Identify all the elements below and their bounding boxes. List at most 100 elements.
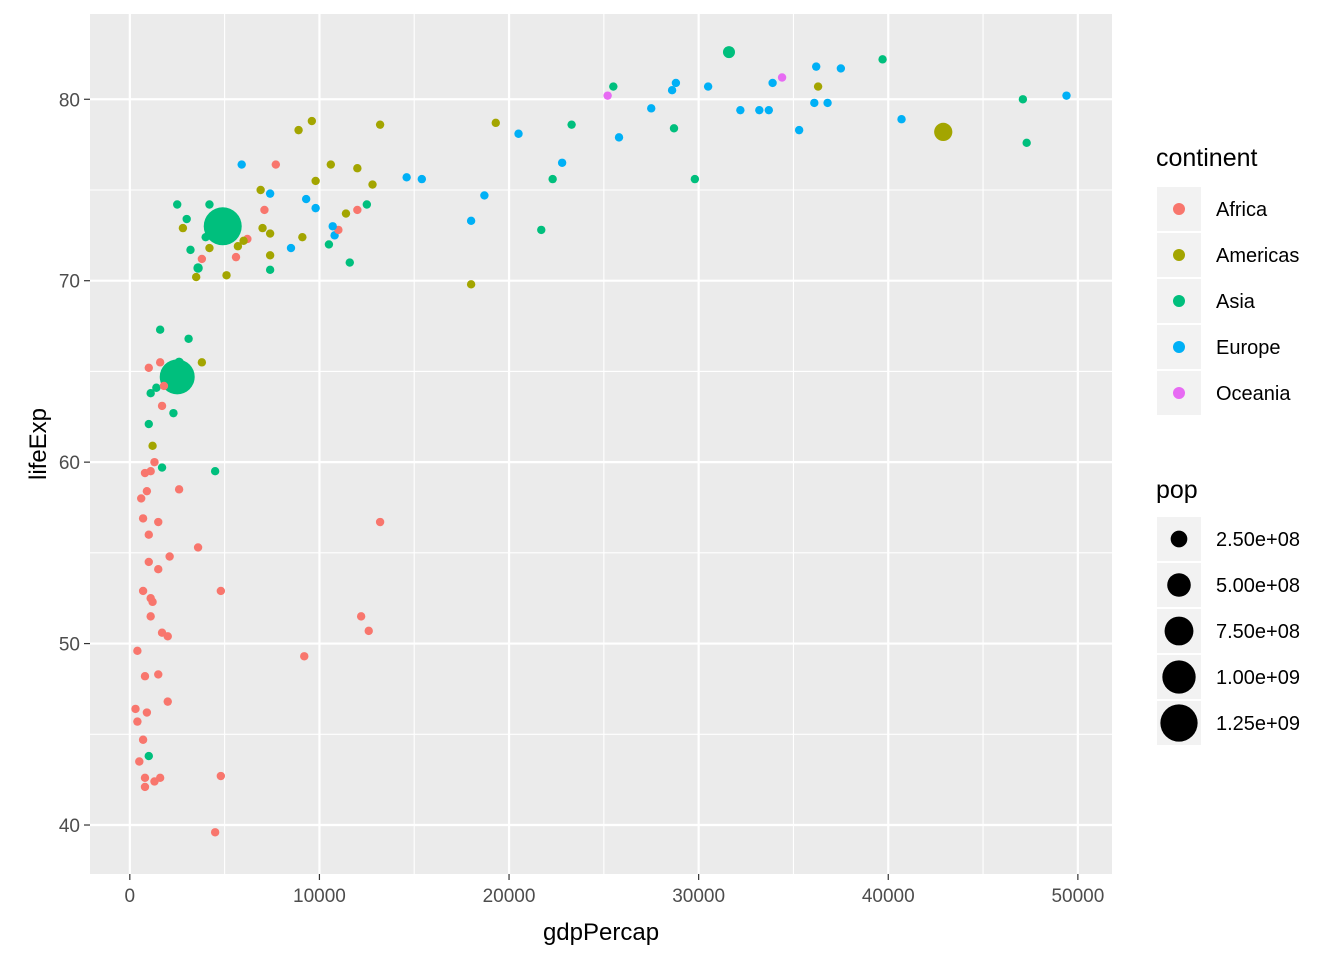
panel-background: [90, 14, 1112, 874]
data-point-asia: [669, 124, 679, 133]
legend-label-asia: Asia: [1216, 291, 1256, 313]
data-point-americas: [222, 271, 231, 280]
data-point-africa: [154, 517, 163, 527]
data-point-africa: [231, 252, 241, 262]
data-point-africa: [197, 254, 207, 264]
data-point-africa: [138, 735, 148, 744]
data-point-africa: [356, 612, 366, 621]
data-point-asia: [362, 200, 372, 209]
data-point-asia: [193, 263, 203, 273]
data-point-americas: [307, 116, 317, 126]
data-point-europe: [417, 174, 427, 184]
data-point-americas: [197, 358, 207, 367]
data-point-americas: [298, 232, 307, 242]
data-point-americas: [178, 223, 188, 233]
data-point-africa: [364, 626, 373, 636]
y-tick-label: 50: [59, 635, 80, 656]
data-point-africa: [353, 205, 362, 215]
data-point-africa: [165, 552, 174, 561]
data-point-americas: [191, 272, 201, 282]
x-tick-label: 40000: [862, 886, 915, 907]
y-tick-label: 60: [59, 453, 80, 474]
y-tick-label: 40: [59, 816, 80, 837]
data-point-africa: [146, 594, 155, 603]
data-point-europe: [328, 222, 337, 231]
data-point-asia: [609, 82, 618, 91]
size-legend-title: pop: [1156, 476, 1198, 504]
data-point-americas: [934, 122, 953, 142]
data-point-africa: [144, 530, 153, 539]
data-point-asia: [174, 357, 184, 368]
data-point-africa: [216, 771, 226, 781]
data-point-europe: [671, 78, 681, 88]
data-point-europe: [768, 78, 777, 88]
data-point-asia: [155, 325, 165, 334]
data-point-asia: [722, 46, 735, 59]
data-point-europe: [736, 105, 745, 115]
data-point-asia: [144, 419, 153, 429]
data-point-europe: [703, 82, 713, 91]
data-point-asia: [186, 245, 195, 255]
data-point-africa: [138, 586, 148, 596]
data-point-europe: [812, 62, 821, 71]
data-point-europe: [897, 115, 906, 124]
data-point-asia: [1018, 95, 1028, 104]
data-point-americas: [326, 160, 336, 169]
data-point-africa: [135, 757, 144, 766]
major-gridlines: [90, 14, 1112, 874]
legend-swatch-europe: [1173, 341, 1185, 353]
data-point-europe: [402, 173, 411, 182]
legend-label-americas: Americas: [1216, 245, 1299, 267]
data-point-asia: [184, 334, 193, 343]
color-legend-title: continent: [1156, 144, 1258, 172]
y-tick-label: 70: [59, 272, 80, 293]
data-point-africa: [138, 514, 148, 523]
data-point-asia: [173, 200, 182, 209]
data-point-africa: [142, 708, 152, 717]
data-point-americas: [466, 280, 476, 289]
data-point-americas: [353, 164, 362, 173]
data-point-africa: [174, 485, 184, 494]
data-point-asia: [157, 463, 167, 472]
data-point-americas: [368, 180, 377, 189]
data-point-europe: [755, 105, 764, 115]
data-point-asia: [548, 174, 557, 184]
color-legend: continent Africa Americas Asia Europe Oceania: [1156, 144, 1299, 415]
data-point-europe: [667, 86, 677, 95]
data-point-europe: [1062, 91, 1071, 100]
legend-size-label: 1.25e+09: [1216, 713, 1300, 735]
data-point-africa: [193, 543, 203, 552]
data-point-asia: [537, 225, 546, 235]
data-point-africa: [260, 205, 269, 215]
data-point-africa: [133, 646, 142, 656]
data-point-africa: [133, 717, 142, 726]
data-point-americas: [258, 223, 267, 233]
data-point-americas: [256, 185, 265, 195]
data-point-africa: [144, 363, 153, 372]
data-point-africa: [140, 782, 150, 792]
data-point-africa: [140, 672, 150, 681]
legend-size-dot: [1170, 530, 1188, 548]
legend-size-dot: [1160, 704, 1198, 742]
x-axis: 0 10000 20000 30000 40000 50000: [125, 874, 1104, 907]
data-point-africa: [144, 557, 153, 567]
data-point-americas: [265, 229, 275, 238]
x-tick-label: 20000: [483, 886, 536, 907]
data-points: [131, 46, 1071, 837]
data-point-asia: [1022, 138, 1031, 148]
data-point-africa: [300, 652, 309, 661]
data-point-asia: [878, 55, 887, 64]
data-point-americas: [491, 118, 500, 128]
data-point-europe: [480, 191, 489, 200]
minor-gridlines: [90, 14, 1112, 874]
legend-swatch-americas: [1173, 249, 1185, 261]
data-point-europe: [311, 203, 320, 213]
legend-label-africa: Africa: [1216, 199, 1268, 221]
data-point-asia: [205, 200, 214, 209]
data-point-asia: [324, 240, 334, 249]
legend-size-label: 5.00e+08: [1216, 575, 1300, 597]
data-point-americas: [294, 125, 303, 135]
y-tick-label: 80: [59, 90, 80, 111]
data-point-europe: [614, 133, 624, 142]
data-point-americas: [239, 236, 248, 245]
